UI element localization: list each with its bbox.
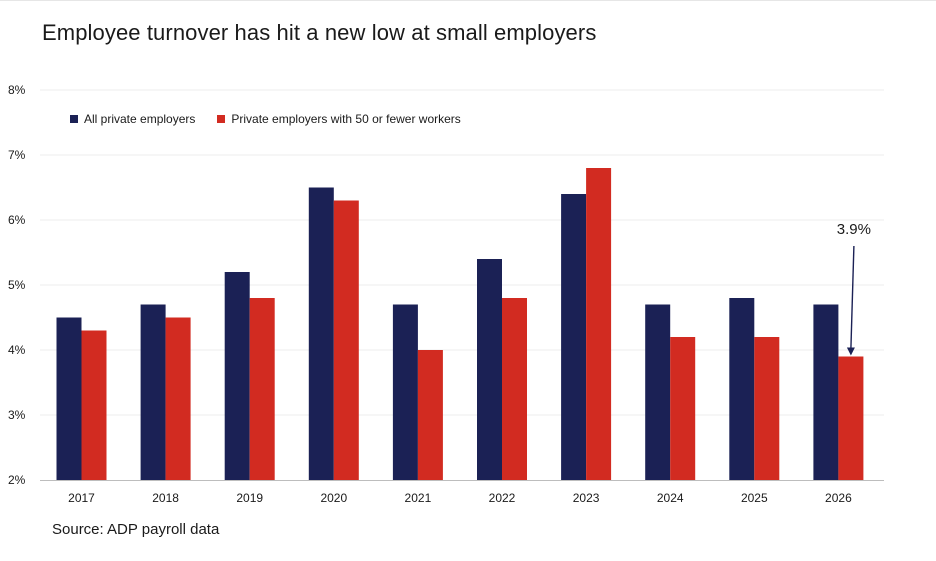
x-tick-label: 2024 (657, 491, 684, 505)
legend-swatch-all-private (70, 115, 78, 123)
annotation-arrow-line (850, 245, 855, 349)
bar-small-employers (502, 298, 527, 480)
legend-item-all-private: All private employers (70, 112, 195, 126)
x-tick-label: 2019 (236, 491, 263, 505)
x-tick-label: 2021 (405, 491, 432, 505)
y-tick-label: 5% (8, 278, 26, 292)
y-tick-label: 4% (8, 343, 26, 357)
bar-all-private (477, 259, 502, 480)
bar-all-private (140, 304, 166, 480)
y-tick-label: 6% (8, 213, 26, 227)
legend-label-small-employers: Private employers with 50 or fewer worke… (231, 112, 461, 126)
x-tick-label: 2020 (320, 491, 347, 505)
bar-small-employers (81, 330, 107, 480)
bar-all-private (308, 187, 334, 480)
bar-small-employers (838, 356, 864, 480)
bar-all-private (392, 304, 418, 480)
bar-small-employers (754, 337, 780, 480)
bar-small-employers (333, 200, 359, 480)
bar-small-employers (417, 350, 443, 480)
bar-all-private (561, 194, 587, 480)
bar-small-employers (586, 168, 612, 480)
bar-small-employers (249, 298, 275, 480)
annotation-arrow-head (846, 347, 855, 356)
legend-label-all-private: All private employers (84, 112, 196, 126)
bar-all-private (224, 272, 250, 480)
chart-title: Employee turnover has hit a new low at s… (42, 20, 597, 45)
y-tick-label: 2% (8, 473, 26, 487)
y-tick-label: 7% (8, 148, 26, 162)
x-tick-label: 2026 (825, 491, 852, 505)
bar-all-private (813, 304, 839, 480)
y-tick-label: 3% (8, 408, 26, 422)
bar-small-employers (165, 317, 191, 480)
source-note: Source: ADP payroll data (52, 521, 220, 538)
legend-swatch-small-employers (217, 115, 226, 123)
bar-all-private (645, 304, 671, 480)
x-tick-label: 2023 (573, 491, 600, 505)
x-tick-label: 2025 (741, 491, 768, 505)
x-tick-label: 2022 (489, 491, 516, 505)
legend: All private employers Private employers … (70, 112, 461, 126)
bar-small-employers (670, 337, 696, 480)
x-tick-label: 2018 (152, 491, 179, 505)
bar-all-private (56, 317, 82, 480)
legend-item-small-employers: Private employers with 50 or fewer worke… (217, 112, 461, 126)
x-tick-label: 2017 (68, 491, 95, 505)
annotation-label: 3.9% (837, 221, 871, 238)
y-tick-label: 8% (8, 83, 26, 97)
bar-all-private (729, 298, 755, 480)
